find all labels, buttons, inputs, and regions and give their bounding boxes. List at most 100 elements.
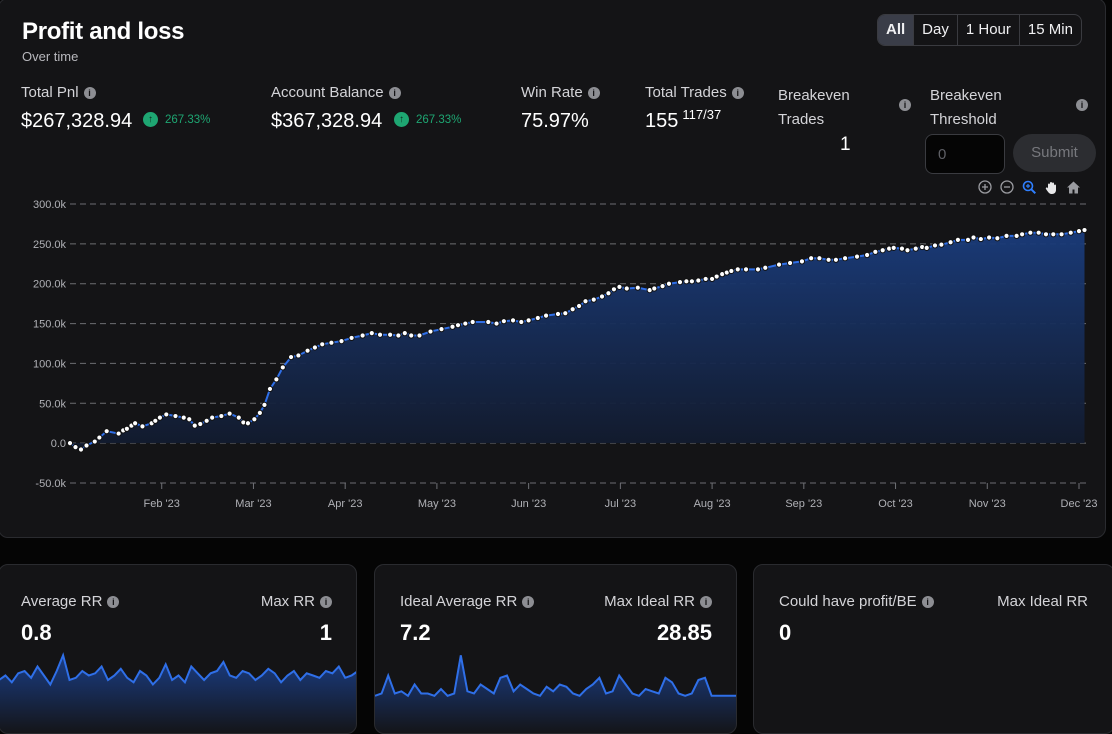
- breakeven-trades-value: 1: [840, 134, 851, 155]
- data-point: [226, 410, 233, 417]
- data-point: [912, 245, 919, 252]
- data-point: [808, 255, 815, 262]
- account-balance-label: Account Balance i: [271, 84, 401, 101]
- data-point: [582, 298, 589, 305]
- data-point: [368, 330, 375, 337]
- data-point: [754, 266, 762, 273]
- data-point: [534, 314, 541, 322]
- pan-hand-icon[interactable]: [1042, 178, 1060, 196]
- info-icon[interactable]: i: [587, 87, 600, 100]
- time-range-selector: All Day 1 Hour 15 Min: [877, 14, 1082, 46]
- data-point: [713, 273, 720, 280]
- data-point: [542, 312, 550, 319]
- zoom-select-icon[interactable]: [1020, 178, 1038, 196]
- data-point: [695, 277, 702, 284]
- info-icon[interactable]: i: [388, 87, 401, 100]
- max-ideal-rr-label: Max Ideal RR: [997, 593, 1088, 610]
- data-point: [994, 235, 1001, 242]
- info-icon[interactable]: i: [522, 596, 535, 609]
- total-trades-value: 155 117/37: [645, 107, 722, 132]
- y-tick-label: 100.0k: [33, 358, 67, 370]
- data-point: [898, 245, 906, 252]
- data-point: [634, 284, 641, 291]
- breakeven-trades-label: Breakeven Trades: [778, 87, 850, 128]
- data-point: [401, 330, 408, 337]
- data-point: [1019, 231, 1026, 238]
- could-have-profit-card: Could have profit/BE i Max Ideal RR 0: [753, 564, 1112, 734]
- data-point: [879, 247, 886, 254]
- data-point: [139, 423, 146, 430]
- data-point: [338, 338, 345, 345]
- could-have-profit-value: 0: [779, 620, 792, 645]
- page-title: Profit and loss: [22, 18, 185, 45]
- info-icon[interactable]: i: [1076, 99, 1088, 111]
- data-point: [209, 414, 216, 421]
- info-icon[interactable]: i: [899, 99, 911, 111]
- range-1-hour-button[interactable]: 1 Hour: [956, 15, 1019, 45]
- home-reset-icon[interactable]: [1064, 178, 1082, 196]
- submit-button[interactable]: Submit: [1013, 134, 1096, 172]
- total-trades-label: Total Trades i: [645, 84, 744, 101]
- data-point: [702, 275, 709, 283]
- zoom-in-icon[interactable]: [976, 178, 994, 196]
- data-point: [1075, 228, 1083, 235]
- average-rr-card: Average RR i Max RR i 0.8 1: [0, 564, 357, 734]
- data-point: [311, 344, 319, 351]
- data-point: [72, 444, 79, 451]
- data-point: [728, 267, 735, 275]
- breakeven-threshold-input[interactable]: [925, 134, 1005, 174]
- data-point: [469, 318, 476, 326]
- data-point: [66, 440, 74, 447]
- data-point: [518, 318, 525, 326]
- zoom-out-icon[interactable]: [998, 178, 1016, 196]
- data-point: [123, 425, 130, 432]
- y-tick-label: 0.0: [51, 438, 66, 450]
- info-icon[interactable]: i: [731, 87, 744, 100]
- ideal-average-rr-card: Ideal Average RR i Max Ideal RR i 7.2 28.8…: [374, 564, 737, 734]
- data-point: [890, 244, 897, 251]
- data-point: [775, 261, 783, 268]
- could-have-profit-label: Could have profit/BE i: [779, 593, 934, 610]
- data-point: [1003, 232, 1010, 239]
- data-point: [172, 412, 179, 420]
- data-point: [816, 255, 823, 262]
- info-icon[interactable]: i: [700, 596, 712, 609]
- total-pnl-value: $267,328.94: [21, 110, 133, 132]
- info-icon[interactable]: i: [107, 596, 120, 609]
- range-15-min-button[interactable]: 15 Min: [1018, 15, 1081, 45]
- data-point: [1058, 231, 1065, 238]
- data-point: [1035, 229, 1042, 236]
- data-point: [91, 438, 98, 445]
- data-point: [798, 258, 806, 265]
- data-point: [387, 331, 394, 338]
- data-point: [1013, 232, 1020, 239]
- data-point: [569, 306, 576, 313]
- data-point: [395, 332, 402, 339]
- x-tick-label: Nov '23: [969, 498, 1006, 510]
- data-point: [605, 290, 612, 297]
- data-point: [261, 401, 268, 408]
- data-point: [1067, 229, 1074, 236]
- data-point: [408, 332, 415, 339]
- win-rate-label: Win Rate i: [521, 84, 600, 101]
- data-point: [1050, 231, 1057, 238]
- x-tick-label: Mar '23: [235, 498, 271, 510]
- range-all-button[interactable]: All: [878, 15, 914, 45]
- average-rr-sparkline: [0, 652, 356, 733]
- data-point: [180, 414, 187, 421]
- data-point: [266, 385, 274, 393]
- range-day-button[interactable]: Day: [913, 15, 957, 45]
- win-loss-split: 117/37: [682, 107, 722, 122]
- max-ideal-rr-value: 28.85: [656, 620, 712, 645]
- info-icon[interactable]: i: [921, 596, 934, 609]
- data-point: [872, 248, 879, 255]
- data-point: [251, 416, 258, 423]
- data-point: [500, 318, 507, 325]
- data-point: [186, 416, 193, 423]
- info-icon[interactable]: i: [83, 87, 96, 100]
- data-point: [83, 442, 90, 449]
- x-tick-label: May '23: [418, 498, 456, 510]
- info-icon[interactable]: i: [320, 596, 332, 609]
- sparkline-line: [375, 655, 736, 698]
- data-point: [132, 420, 139, 427]
